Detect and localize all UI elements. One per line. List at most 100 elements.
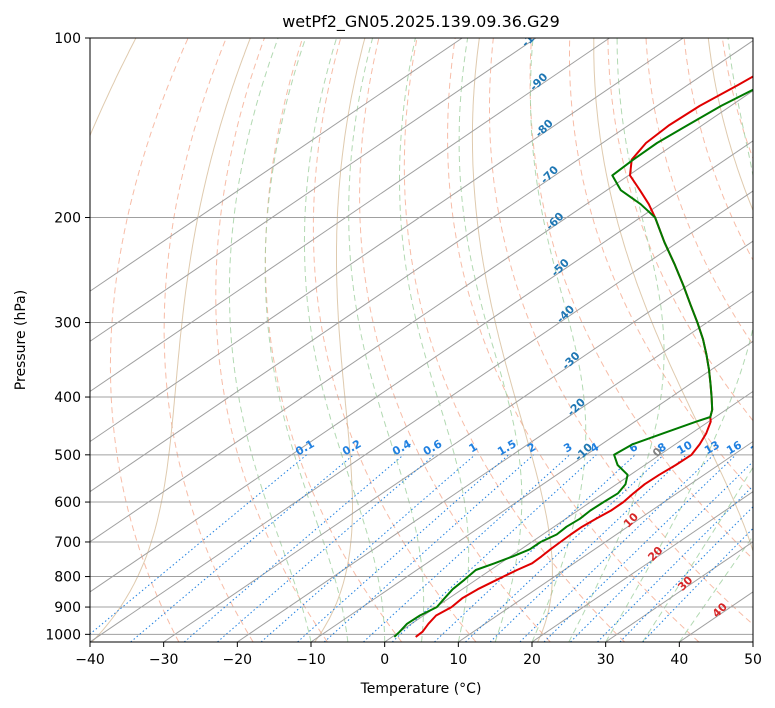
isotherm [237,290,753,642]
dry-adiabat [569,38,753,493]
isotherm [679,591,753,642]
y-tick-label: 900 [54,600,81,616]
x-tick-label: 20 [523,652,541,668]
moist-adiabat [678,535,753,642]
x-tick-label: −30 [149,652,179,668]
dry-adiabat [447,38,700,642]
mixing-ratio-line [183,454,404,642]
moist-adiabat [303,38,386,642]
dry-adiabat [163,38,254,642]
mixing-ratio-line [363,454,571,642]
x-tick-label: 0 [380,652,389,668]
x-tick-label: −20 [223,652,253,668]
dry-adiabat [312,38,477,642]
isotherm-label: -70 [538,163,561,186]
moist-adiabat [529,38,587,642]
moist-adiabat [458,38,523,642]
mixing-ratio-line [543,454,737,642]
y-tick-label: 200 [54,211,81,227]
isotherm [90,190,753,642]
y-tick-label: 600 [54,495,81,511]
isotherm-label: 40 [710,600,730,620]
moist-adiabat [642,466,753,642]
isotherm-label: -20 [565,395,588,418]
dry-adiabat [645,38,753,346]
y-tick-label: 1000 [45,627,81,643]
isotherm [458,440,753,642]
isotherm [531,491,753,642]
isotherm [90,38,610,393]
dry-adiabat [721,38,753,160]
mixing-ratio-line [465,454,665,642]
x-tick-label: −40 [75,652,105,668]
mixing-ratio-line [570,461,753,642]
mixing-ratio-line [323,454,534,642]
dry-adiabat [215,38,328,642]
dry-adiabat [403,38,625,642]
isotherm [90,38,684,443]
x-tick-label: −10 [296,652,326,668]
dry-adiabat [761,38,775,642]
y-tick-label: 700 [54,535,81,551]
temperature-profile [415,75,753,638]
x-tick-label: 40 [670,652,688,668]
chart-title: wetPf2_GN05.2025.139.09.36.G29 [282,12,560,32]
y-tick-label: 500 [54,448,81,464]
isotherm [90,40,753,493]
background-lines [90,38,775,642]
moist-adiabat [264,38,349,642]
isotherm [90,38,537,342]
mixing-ratio-line [130,454,354,642]
mixing-ratio-line [434,454,636,642]
plot-frame [89,37,754,643]
mixing-ratio-line [619,506,753,642]
dry-adiabat [529,38,753,560]
dry-adiabat [265,38,403,642]
y-axis: 100 200 300 400 500 600 700 800 900 1000 [45,31,90,643]
isotherm-label: 20 [645,544,665,564]
mixing-ratio-label: 20 [748,438,768,457]
isotherm [310,340,753,642]
mixing-ratio-line [489,454,687,642]
x-axis-label: Temperature (°C) [360,681,482,697]
y-tick-label: 400 [54,390,81,406]
dry-adiabat [109,38,189,642]
x-tick-label: 30 [597,652,615,668]
moist-adiabat [399,38,470,642]
y-tick-label: 800 [54,570,81,586]
theta-e-line [471,38,553,642]
mixing-ratio-line [260,454,476,642]
isotherm [384,390,753,642]
mixing-ratio-line [519,454,715,642]
isotherm-label: -100 [519,21,548,50]
dry-adiabat [359,38,551,642]
moist-adiabat [228,38,312,642]
isotherm [163,240,753,642]
x-tick-label: 10 [449,652,467,668]
mixing-ratio-line [597,485,753,642]
dry-adiabat [489,38,753,626]
x-axis: −40 −30 −20 −10 0 10 20 30 40 50 [75,642,762,668]
y-tick-label: 100 [54,31,81,47]
isotherm [90,38,463,292]
isotherm [752,641,753,642]
y-axis-label: Pressure (hPa) [13,290,29,390]
mixing-ratio-line [391,454,597,642]
mixing-ratio-label: 2 [525,440,538,455]
x-tick-label: 50 [744,652,762,668]
mixing-ratio-line [90,454,308,635]
theta-e-line [91,38,251,642]
mixing-ratio-line [642,527,753,642]
y-tick-label: 300 [54,316,81,332]
theta-e-line [593,38,753,553]
isotherm-label: -60 [543,210,566,233]
isotherm-label: -80 [533,117,556,140]
dewpoint-profile [393,88,753,638]
moist-adiabat [348,38,425,642]
isotherm [90,90,753,543]
theta-e-line [707,38,753,212]
profile-lines [393,75,753,638]
isotherm [90,140,753,593]
theta-e-line [314,38,366,642]
